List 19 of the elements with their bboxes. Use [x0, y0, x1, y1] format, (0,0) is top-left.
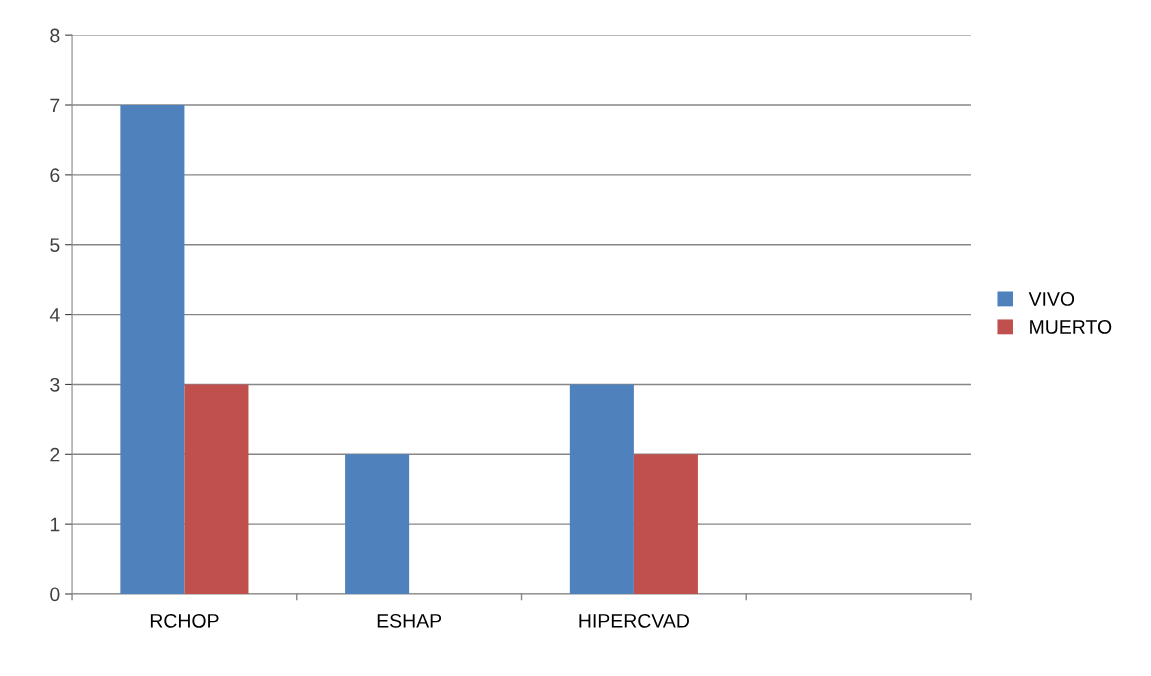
- legend-label: MUERTO: [1030, 320, 1112, 334]
- y-tick-label: 8: [50, 28, 60, 43]
- y-tick-label: 3: [50, 377, 60, 392]
- legend-label: VIVO: [1028, 292, 1075, 306]
- y-tick-label: 1: [50, 517, 60, 532]
- y-tick-label: 5: [50, 238, 60, 252]
- y-tick-label: 7: [50, 98, 60, 113]
- x-tick-label: ESHAP: [377, 613, 442, 628]
- y-tick-label: 6: [50, 168, 60, 183]
- bar: [184, 384, 249, 594]
- x-tick-label: HIPERCVAD: [579, 613, 689, 628]
- bar: [120, 105, 185, 594]
- y-tick-label: 0: [50, 587, 60, 602]
- y-tick-label: 4: [49, 308, 60, 322]
- y-tick-label: 2: [50, 447, 60, 462]
- bar: [633, 454, 698, 594]
- bar: [345, 454, 410, 594]
- bar: [569, 384, 634, 594]
- x-tick-label: RCHOP: [150, 613, 219, 628]
